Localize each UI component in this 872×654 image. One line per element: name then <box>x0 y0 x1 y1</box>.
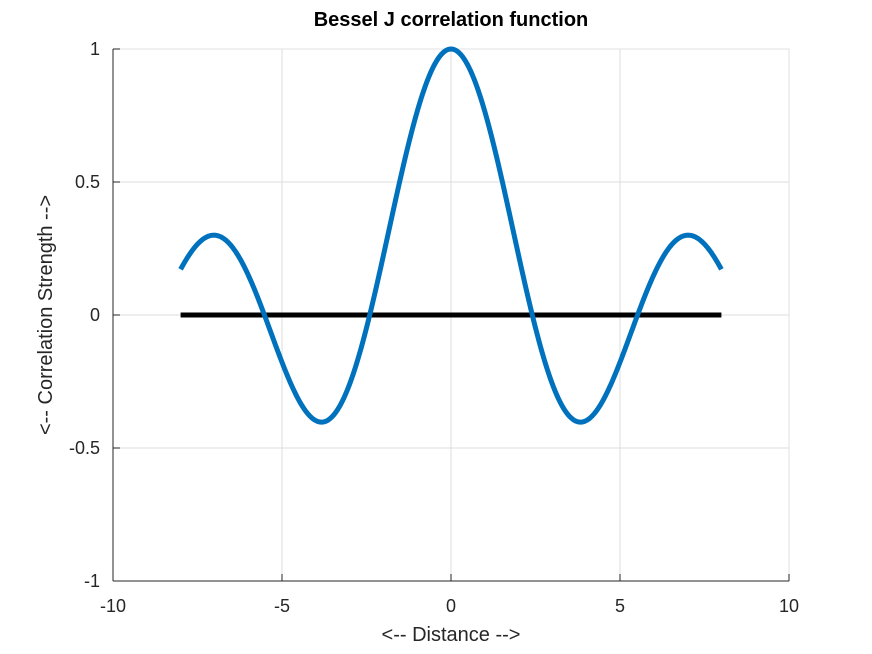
y-tick-label: -0.5 <box>69 438 100 458</box>
x-axis-label: <-- Distance --> <box>382 624 521 646</box>
y-tick-label: -1 <box>84 571 100 591</box>
x-tick-label: -5 <box>274 596 290 616</box>
y-tick-label: 0 <box>90 305 100 325</box>
x-tick-label: 0 <box>446 596 456 616</box>
x-tick-labels: -10 -5 0 5 10 <box>100 596 799 616</box>
series-group <box>178 46 724 425</box>
series-line-bessel <box>178 46 724 425</box>
y-tick-label: 0.5 <box>75 172 100 192</box>
y-tick-labels: -1 -0.5 0 0.5 1 <box>69 39 100 591</box>
x-tick-label: 5 <box>615 596 625 616</box>
y-axis-label: <-- Correlation Strength --> <box>35 195 57 435</box>
chart-title: Bessel J correlation function <box>314 9 589 31</box>
x-tick-label: -10 <box>100 596 126 616</box>
y-tick-label: 1 <box>90 39 100 59</box>
x-tick-label: 10 <box>779 596 799 616</box>
